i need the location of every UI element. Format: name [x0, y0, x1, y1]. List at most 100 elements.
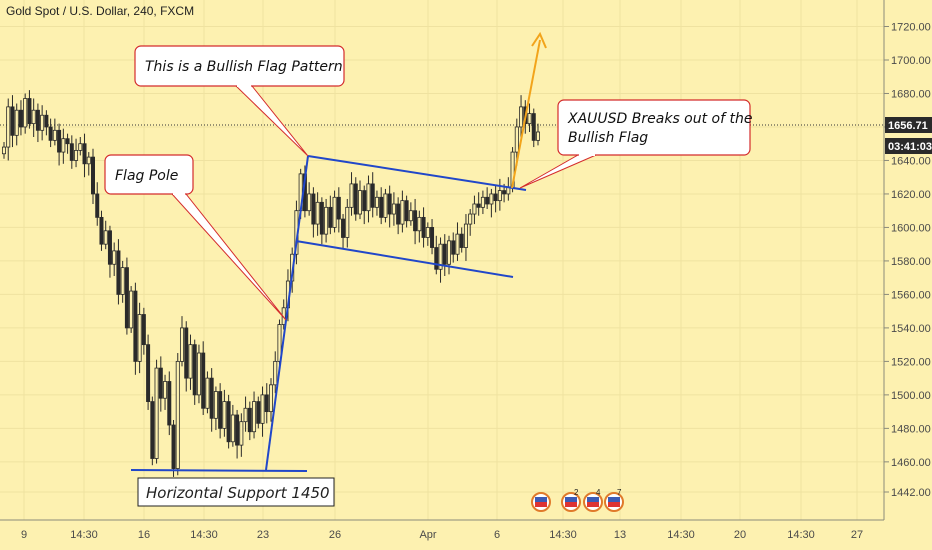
- time-tick-label: 6: [494, 529, 500, 541]
- event-badge[interactable]: 4: [583, 488, 603, 512]
- event-badge[interactable]: [531, 492, 551, 512]
- economic-events[interactable]: 2 4 7: [531, 488, 624, 512]
- last-price-text: 1656.71: [888, 120, 928, 132]
- candle-body: [137, 314, 142, 362]
- candle-body: [10, 106, 15, 136]
- callout-flag-pole-text: Flag Pole: [115, 168, 178, 184]
- candle-body: [273, 360, 278, 386]
- time-tick-label: 23: [257, 529, 269, 541]
- candle-body: [69, 143, 74, 161]
- price-tick-label: 1600.00: [891, 222, 931, 234]
- candle-body: [497, 190, 502, 202]
- candle-body: [332, 196, 337, 228]
- price-tick-label: 1500.00: [891, 390, 931, 402]
- price-axis[interactable]: 1442.00 1460.00 1480.00 1500.00 1520.00 1540.…: [884, 22, 931, 500]
- time-tick-label: 14:30: [549, 529, 577, 541]
- candle-body: [65, 138, 70, 145]
- breakout-arrow-line[interactable]: [511, 39, 541, 189]
- candle-body: [463, 223, 468, 248]
- price-tick-label: 1560.00: [891, 289, 931, 301]
- price-tick-label: 1680.00: [891, 88, 931, 100]
- candle-body: [196, 352, 201, 396]
- candle-body: [91, 156, 96, 195]
- candle-body: [44, 114, 49, 128]
- candle-body: [315, 201, 320, 225]
- candle-body: [514, 126, 519, 153]
- candle-body: [400, 200, 405, 225]
- event-flag-stripe: [535, 502, 547, 507]
- candle-body: [133, 290, 138, 362]
- time-tick-label: 27: [851, 529, 863, 541]
- candle-body: [31, 109, 36, 125]
- candle-body: [57, 129, 62, 153]
- candle-body: [48, 126, 53, 141]
- candle-body: [171, 424, 176, 469]
- time-tick-label: 14:30: [190, 529, 218, 541]
- candle-body: [396, 203, 401, 225]
- candle-body: [74, 150, 79, 161]
- candle-body: [277, 324, 282, 362]
- candle-body: [417, 216, 422, 232]
- candle-body: [307, 193, 312, 212]
- candle-body: [260, 394, 265, 424]
- candle-body: [18, 109, 23, 128]
- event-flag-canton: [535, 497, 547, 502]
- candle-body: [256, 401, 261, 424]
- flag-lower-line[interactable]: [295, 240, 514, 278]
- candle-body: [192, 344, 197, 396]
- price-tick-label: 1480.00: [891, 423, 931, 435]
- event-flag-stripe: [608, 502, 620, 507]
- candle-body: [2, 146, 7, 155]
- candle-body: [78, 143, 83, 151]
- callout-breakout[interactable]: XAUUSD Breaks out of the Bullish Flag: [519, 99, 752, 189]
- time-tick-label: 9: [21, 529, 27, 541]
- event-count: 4: [596, 488, 601, 497]
- callout-bullish-flag[interactable]: This is a Bullish Flag Pattern: [134, 45, 345, 157]
- time-tick-label: 14:30: [787, 529, 815, 541]
- flag-upper-line[interactable]: [307, 155, 527, 191]
- price-tick-label: 1460.00: [891, 457, 931, 469]
- candle-body: [141, 314, 146, 346]
- candle-body: [451, 240, 456, 255]
- price-tick-label: 1540.00: [891, 323, 931, 335]
- support-label[interactable]: Horizontal Support 1450: [137, 477, 335, 507]
- candle-body: [493, 193, 498, 202]
- candle-body: [387, 193, 392, 215]
- candle-body: [362, 190, 367, 212]
- candle-body: [107, 230, 112, 265]
- candle-body: [205, 377, 210, 409]
- candle-body: [468, 213, 473, 225]
- candle-body: [150, 401, 155, 459]
- callout-flag-pole[interactable]: Flag Pole: [104, 154, 287, 321]
- time-axis[interactable]: 9 14:30 16 14:30 23 26 Apr 6 14:30 13 14:30 20 14:30…: [21, 529, 863, 541]
- candle-body: [179, 327, 184, 362]
- candle-body: [459, 233, 464, 248]
- candle-body: [404, 200, 409, 222]
- candle-body: [357, 190, 362, 215]
- candle-body: [413, 210, 418, 232]
- candle-body: [502, 190, 507, 195]
- candle-body: [336, 196, 341, 220]
- candle-body: [408, 210, 413, 222]
- event-badge[interactable]: 7: [604, 488, 624, 512]
- candle-body: [124, 267, 129, 329]
- countdown-tag: 03:41:03: [885, 138, 932, 154]
- callout-bullish-flag-text: This is a Bullish Flag Pattern: [145, 59, 343, 75]
- event-flag-canton: [608, 497, 620, 502]
- candle-body: [201, 352, 206, 409]
- event-flag-canton: [565, 497, 577, 502]
- flag-pole-line[interactable]: [265, 155, 309, 471]
- candle-body: [374, 196, 379, 208]
- candle-body: [345, 206, 350, 238]
- candle-body: [52, 129, 57, 141]
- candle-body: [158, 367, 163, 399]
- callout-breakout-line1: XAUUSD Breaks out of the: [567, 111, 752, 127]
- candle-body: [442, 243, 447, 265]
- event-badge[interactable]: 2: [561, 488, 581, 512]
- support-line[interactable]: [130, 469, 308, 472]
- candle-body: [485, 196, 490, 205]
- candle-body: [480, 196, 485, 208]
- candle-body: [268, 384, 273, 413]
- candle-body: [324, 206, 329, 235]
